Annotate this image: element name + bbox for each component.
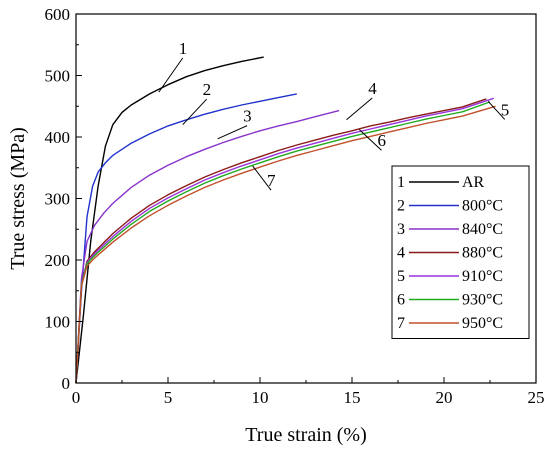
plot-lines: [75, 56, 496, 384]
series-line-3: [75, 109, 340, 384]
legend-number: 7: [397, 315, 405, 332]
series-line-6: [75, 101, 491, 384]
legend-number: 2: [397, 198, 405, 215]
annotation-leader: [217, 125, 248, 140]
legend-number: 5: [397, 268, 405, 285]
x-tick-label: 5: [164, 388, 173, 407]
x-tick-label: 15: [344, 388, 361, 407]
legend-label: 800°C: [462, 198, 503, 215]
y-tick-label: 100: [45, 313, 71, 332]
annotation-label: 6: [377, 131, 386, 150]
annotation-label: 5: [501, 100, 510, 119]
y-tick-label: 0: [62, 374, 71, 393]
x-tick-label: 10: [252, 388, 269, 407]
annotation-leader: [487, 100, 506, 120]
legend-label: 880°C: [462, 245, 503, 262]
annotation-leader: [359, 129, 382, 151]
annotation-leader: [346, 97, 373, 121]
y-tick-label: 600: [45, 5, 71, 24]
series-line-1: [75, 56, 264, 384]
y-tick-label: 200: [45, 251, 71, 270]
annotation-label: 7: [267, 171, 276, 190]
series-line-2: [75, 93, 297, 384]
legend-number: 1: [397, 174, 405, 191]
y-tick-label: 400: [45, 128, 71, 147]
x-tick-label: 0: [72, 388, 81, 407]
annotation-label: 1: [179, 39, 188, 58]
series-line-7: [75, 105, 496, 384]
y-tick-label: 500: [45, 67, 71, 86]
series-line-5: [75, 97, 494, 384]
y-tick-label: 300: [45, 190, 71, 209]
x-tick-label: 20: [436, 388, 453, 407]
curve-annotations: 1 2 3 4 5 6 7: [158, 39, 510, 191]
annotation-leader: [158, 57, 184, 93]
annotation-label: 3: [243, 107, 252, 126]
annotation-label: 2: [203, 80, 212, 99]
legend-label: 950°C: [462, 315, 503, 332]
legend-label: 930°C: [462, 292, 503, 309]
y-axis-label: True stress (MPa): [7, 127, 29, 270]
legend-number: 3: [397, 221, 405, 238]
legend-label: AR: [462, 174, 485, 191]
annotation-label: 4: [368, 79, 377, 98]
legend-number: 4: [397, 245, 405, 262]
legend-number: 6: [397, 292, 405, 309]
x-tick-label: 25: [528, 388, 545, 407]
series-line-4: [75, 98, 487, 384]
legend: 1 AR 2 800°C 3 840°C 4 880°C 5 910°C 6 930°C 7 950°C: [391, 165, 530, 339]
annotation-leader: [252, 165, 272, 191]
x-axis-label: True strain (%): [245, 424, 366, 446]
legend-label: 910°C: [462, 268, 503, 285]
annotation-leader: [182, 98, 208, 126]
legend-label: 840°C: [462, 221, 503, 238]
